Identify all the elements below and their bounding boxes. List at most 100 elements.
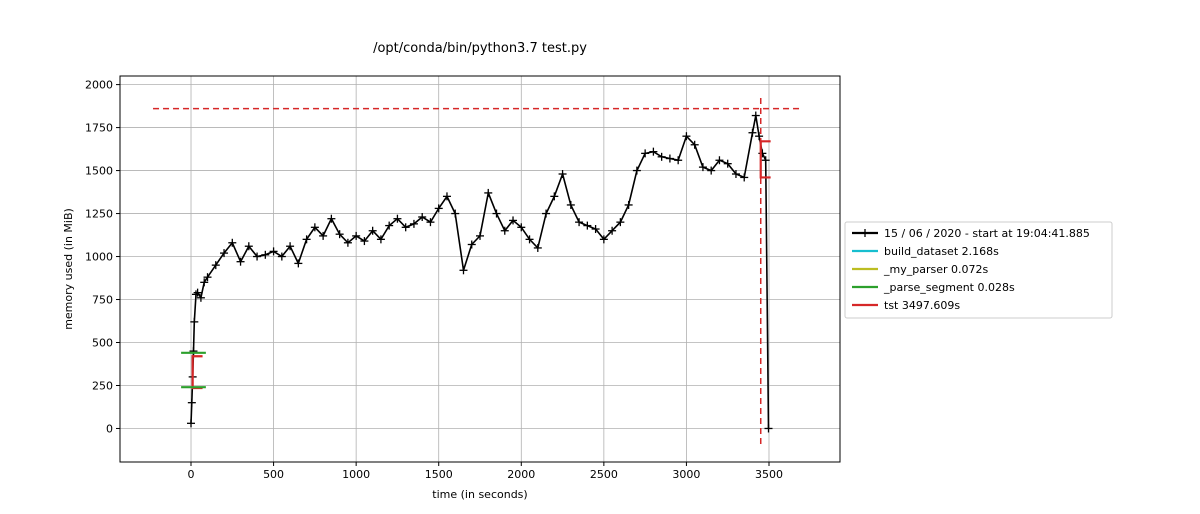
memory-data-point: [418, 212, 427, 221]
memory-data-point: [649, 147, 658, 156]
x-tick-label: 1500: [425, 468, 453, 481]
memory-data-point: [740, 173, 749, 182]
chart-title: /opt/conda/bin/python3.7 test.py: [373, 41, 587, 56]
function-bracket: [759, 140, 771, 179]
memory-data-point: [459, 266, 468, 275]
memory-data-point: [409, 219, 418, 228]
memory-data-point: [187, 398, 196, 407]
y-tick-label: 1250: [85, 208, 113, 221]
memory-data-point: [624, 200, 633, 209]
y-tick-label: 750: [92, 294, 113, 307]
memory-data-point: [682, 132, 691, 141]
memory-data-point: [286, 242, 295, 251]
x-tick-label: 1000: [342, 468, 370, 481]
memory-data-point: [294, 259, 303, 268]
memory-data-point: [277, 252, 286, 261]
memory-data-point: [451, 209, 460, 218]
memory-data-point: [187, 419, 196, 428]
memory-data-point: [509, 216, 518, 225]
memory-data-point: [731, 170, 740, 179]
memory-data-point: [302, 235, 311, 244]
memory-data-point: [657, 152, 666, 161]
memory-data-point: [360, 237, 369, 246]
memory-data-point: [228, 238, 237, 247]
function-bracket: [191, 355, 203, 390]
memory-data-point: [575, 218, 584, 227]
memory-data-point: [616, 218, 625, 227]
axis-ticks: 0 500 1000 1500 2000 2500 3000 3500 0 250 500 750 10…: [85, 79, 783, 481]
memory-data-point: [467, 240, 476, 249]
memory-data-point: [591, 225, 600, 234]
memory-data-point: [599, 235, 608, 244]
memory-data-point: [542, 209, 551, 218]
memory-data-point: [385, 221, 394, 230]
x-tick-label: 3000: [672, 468, 700, 481]
legend: 15 / 06 / 2020 - start at 19:04:41.885 bu…: [844, 221, 1113, 319]
memory-data-point: [190, 317, 199, 326]
memory-data-point: [632, 166, 641, 175]
x-tick-label: 0: [188, 468, 195, 481]
memory-data-point: [674, 156, 683, 165]
x-axis-label: time (in seconds): [432, 488, 527, 501]
y-tick-label: 500: [92, 337, 113, 350]
legend-item: _parse_segment 0.028s: [852, 281, 1015, 294]
memory-data-point: [755, 132, 764, 141]
memory-data-point: [723, 159, 732, 168]
memory-data-point: [665, 154, 674, 163]
memory-data-point: [690, 140, 699, 149]
memory-data-point: [335, 230, 344, 239]
memory-data-point: [196, 293, 205, 302]
memory-data-point: [269, 247, 278, 256]
y-tick-label: 0: [106, 422, 113, 435]
memory-data-point: [533, 243, 542, 252]
memory-data-point: [343, 238, 352, 247]
memory-data-point: [751, 111, 760, 120]
memory-data-point: [761, 156, 770, 165]
y-tick-label: 2000: [85, 79, 113, 92]
memory-data-point: [244, 242, 253, 251]
memory-data-point: [434, 204, 443, 213]
memory-data-point: [698, 163, 707, 172]
x-tick-label: 2000: [507, 468, 535, 481]
legend-label: 15 / 06 / 2020 - start at 19:04:41.885: [884, 227, 1090, 240]
memory-data-point: [558, 170, 567, 179]
series-plot: [187, 111, 773, 433]
memory-data-point: [253, 252, 262, 261]
memory-data-point: [352, 231, 361, 240]
memory-data-point: [203, 273, 212, 282]
memory-data-point: [261, 250, 270, 259]
legend-box: [844, 221, 1113, 319]
memory-data-point: [764, 424, 773, 433]
x-tick-label: 3500: [755, 468, 783, 481]
memory-data-point: [193, 288, 202, 297]
memory-data-point: [200, 278, 209, 287]
memory-data-point: [550, 192, 559, 201]
memory-data-point: [442, 192, 451, 201]
memory-data-point: [426, 218, 435, 227]
memory-data-point: [327, 214, 336, 223]
legend-label: tst 3497.609s: [884, 299, 960, 312]
legend-label: build_dataset 2.168s: [884, 245, 999, 258]
memory-data-point: [368, 226, 377, 235]
memory-data-point: [191, 290, 200, 299]
memory-series-line: [190, 115, 770, 429]
memory-data-point: [566, 200, 575, 209]
memory-data-point: [608, 226, 617, 235]
memory-data-point: [641, 149, 650, 158]
y-tick-label: 1500: [85, 165, 113, 178]
plot-area-frame: [119, 75, 841, 463]
legend-label: _parse_segment 0.028s: [883, 281, 1015, 294]
legend-item: _my_parser 0.072s: [852, 263, 988, 276]
legend-item: tst 3497.609s: [852, 299, 960, 312]
memory-data-point: [492, 209, 501, 218]
memory-data-point: [525, 235, 534, 244]
memory-data-point: [748, 128, 757, 137]
grid-lines: [120, 76, 840, 462]
memory-data-point: [319, 231, 328, 240]
memory-data-point: [376, 235, 385, 244]
memory-data-point: [517, 223, 526, 232]
memory-data-point: [707, 166, 716, 175]
y-tick-label: 250: [92, 379, 113, 392]
memory-data-point: [476, 231, 484, 240]
